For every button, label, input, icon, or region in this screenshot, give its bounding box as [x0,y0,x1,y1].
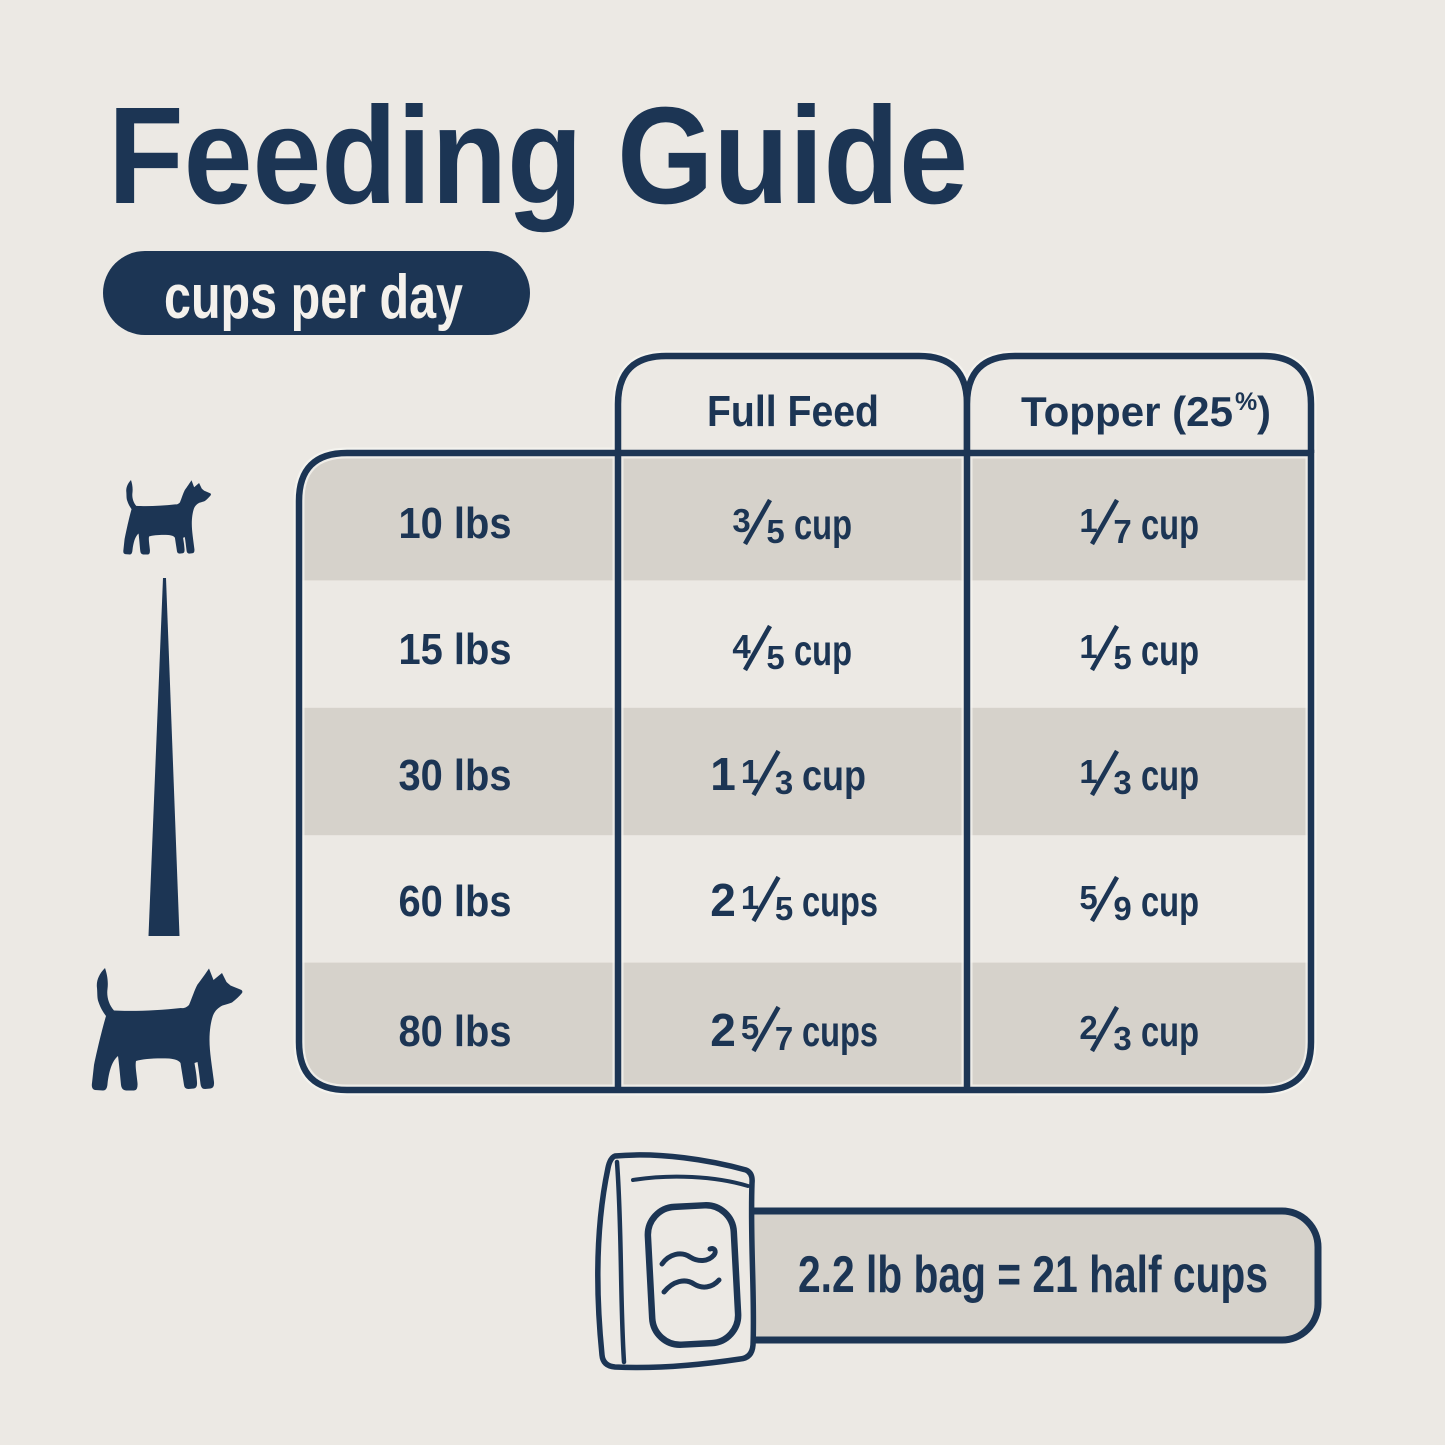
svg-text:1: 1 [1079,753,1097,790]
svg-text:5: 5 [1113,639,1131,676]
svg-text:5: 5 [766,513,784,550]
svg-text:3: 3 [1113,764,1131,801]
svg-text:1: 1 [1079,502,1097,539]
svg-text:5: 5 [741,1009,759,1046]
svg-text:2.2 lb bag = 21 half cups: 2.2 lb bag = 21 half cups [798,1246,1268,1304]
svg-text:2: 2 [1079,1009,1097,1046]
svg-text:cups: cups [802,1008,878,1056]
svg-text:4: 4 [732,628,751,665]
svg-text:2: 2 [710,1004,736,1056]
svg-text:60 lbs: 60 lbs [399,877,512,926]
svg-text:1: 1 [710,748,736,800]
svg-text:cup: cup [1141,752,1199,800]
svg-text:30 lbs: 30 lbs [399,751,512,800]
svg-text:cups: cups [802,878,878,926]
svg-text:5: 5 [1079,879,1097,916]
svg-text:7: 7 [775,1020,793,1057]
svg-text:7: 7 [1113,513,1131,550]
svg-text:80 lbs: 80 lbs [399,1007,512,1056]
svg-text:5: 5 [766,639,784,676]
svg-text:3: 3 [775,764,793,801]
svg-text:10 lbs: 10 lbs [399,499,512,548]
svg-text:): ) [1257,388,1271,435]
svg-text:cup: cup [1141,1008,1199,1056]
svg-text:Topper (25: Topper (25 [1021,388,1233,435]
svg-text:Feeding Guide: Feeding Guide [108,79,968,233]
svg-text:cup: cup [802,752,866,800]
svg-text:cup: cup [1141,878,1199,926]
svg-text:cup: cup [794,627,852,675]
svg-text:15 lbs: 15 lbs [399,625,512,674]
svg-text:2: 2 [710,874,736,926]
svg-text:%: % [1235,388,1257,416]
svg-text:1: 1 [1079,628,1097,665]
svg-text:cups per day: cups per day [164,263,463,332]
svg-text:cup: cup [1141,627,1199,675]
svg-text:cup: cup [1141,501,1199,549]
svg-text:1: 1 [741,879,759,916]
svg-text:9: 9 [1113,890,1131,927]
svg-text:cup: cup [794,501,852,549]
svg-text:3: 3 [732,502,750,539]
svg-text:1: 1 [741,753,759,790]
svg-text:Full Feed: Full Feed [707,387,879,436]
svg-text:3: 3 [1113,1020,1131,1057]
svg-text:5: 5 [775,890,793,927]
